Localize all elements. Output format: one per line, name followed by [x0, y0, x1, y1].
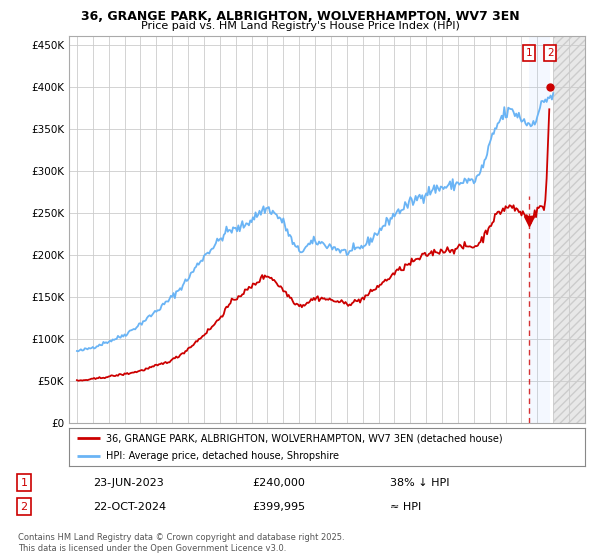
Text: 22-OCT-2024: 22-OCT-2024 [93, 502, 166, 512]
Bar [529, 36, 550, 423]
Text: 36, GRANGE PARK, ALBRIGHTON, WOLVERHAMPTON, WV7 3EN: 36, GRANGE PARK, ALBRIGHTON, WOLVERHAMPT… [80, 10, 520, 23]
Text: 2: 2 [547, 48, 554, 58]
Text: Price paid vs. HM Land Registry's House Price Index (HPI): Price paid vs. HM Land Registry's House … [140, 21, 460, 31]
Text: 1: 1 [526, 48, 532, 58]
Text: £399,995: £399,995 [252, 502, 305, 512]
Text: 1: 1 [20, 478, 28, 488]
Text: 36, GRANGE PARK, ALBRIGHTON, WOLVERHAMPTON, WV7 3EN (detached house): 36, GRANGE PARK, ALBRIGHTON, WOLVERHAMPT… [106, 433, 503, 443]
Text: HPI: Average price, detached house, Shropshire: HPI: Average price, detached house, Shro… [106, 451, 339, 461]
Bar [553, 36, 593, 423]
Text: £240,000: £240,000 [252, 478, 305, 488]
Bar [553, 36, 593, 423]
Text: 38% ↓ HPI: 38% ↓ HPI [390, 478, 449, 488]
Text: 2: 2 [20, 502, 28, 512]
Text: 23-JUN-2023: 23-JUN-2023 [93, 478, 164, 488]
Text: Contains HM Land Registry data © Crown copyright and database right 2025.
This d: Contains HM Land Registry data © Crown c… [18, 533, 344, 553]
Text: ≈ HPI: ≈ HPI [390, 502, 421, 512]
